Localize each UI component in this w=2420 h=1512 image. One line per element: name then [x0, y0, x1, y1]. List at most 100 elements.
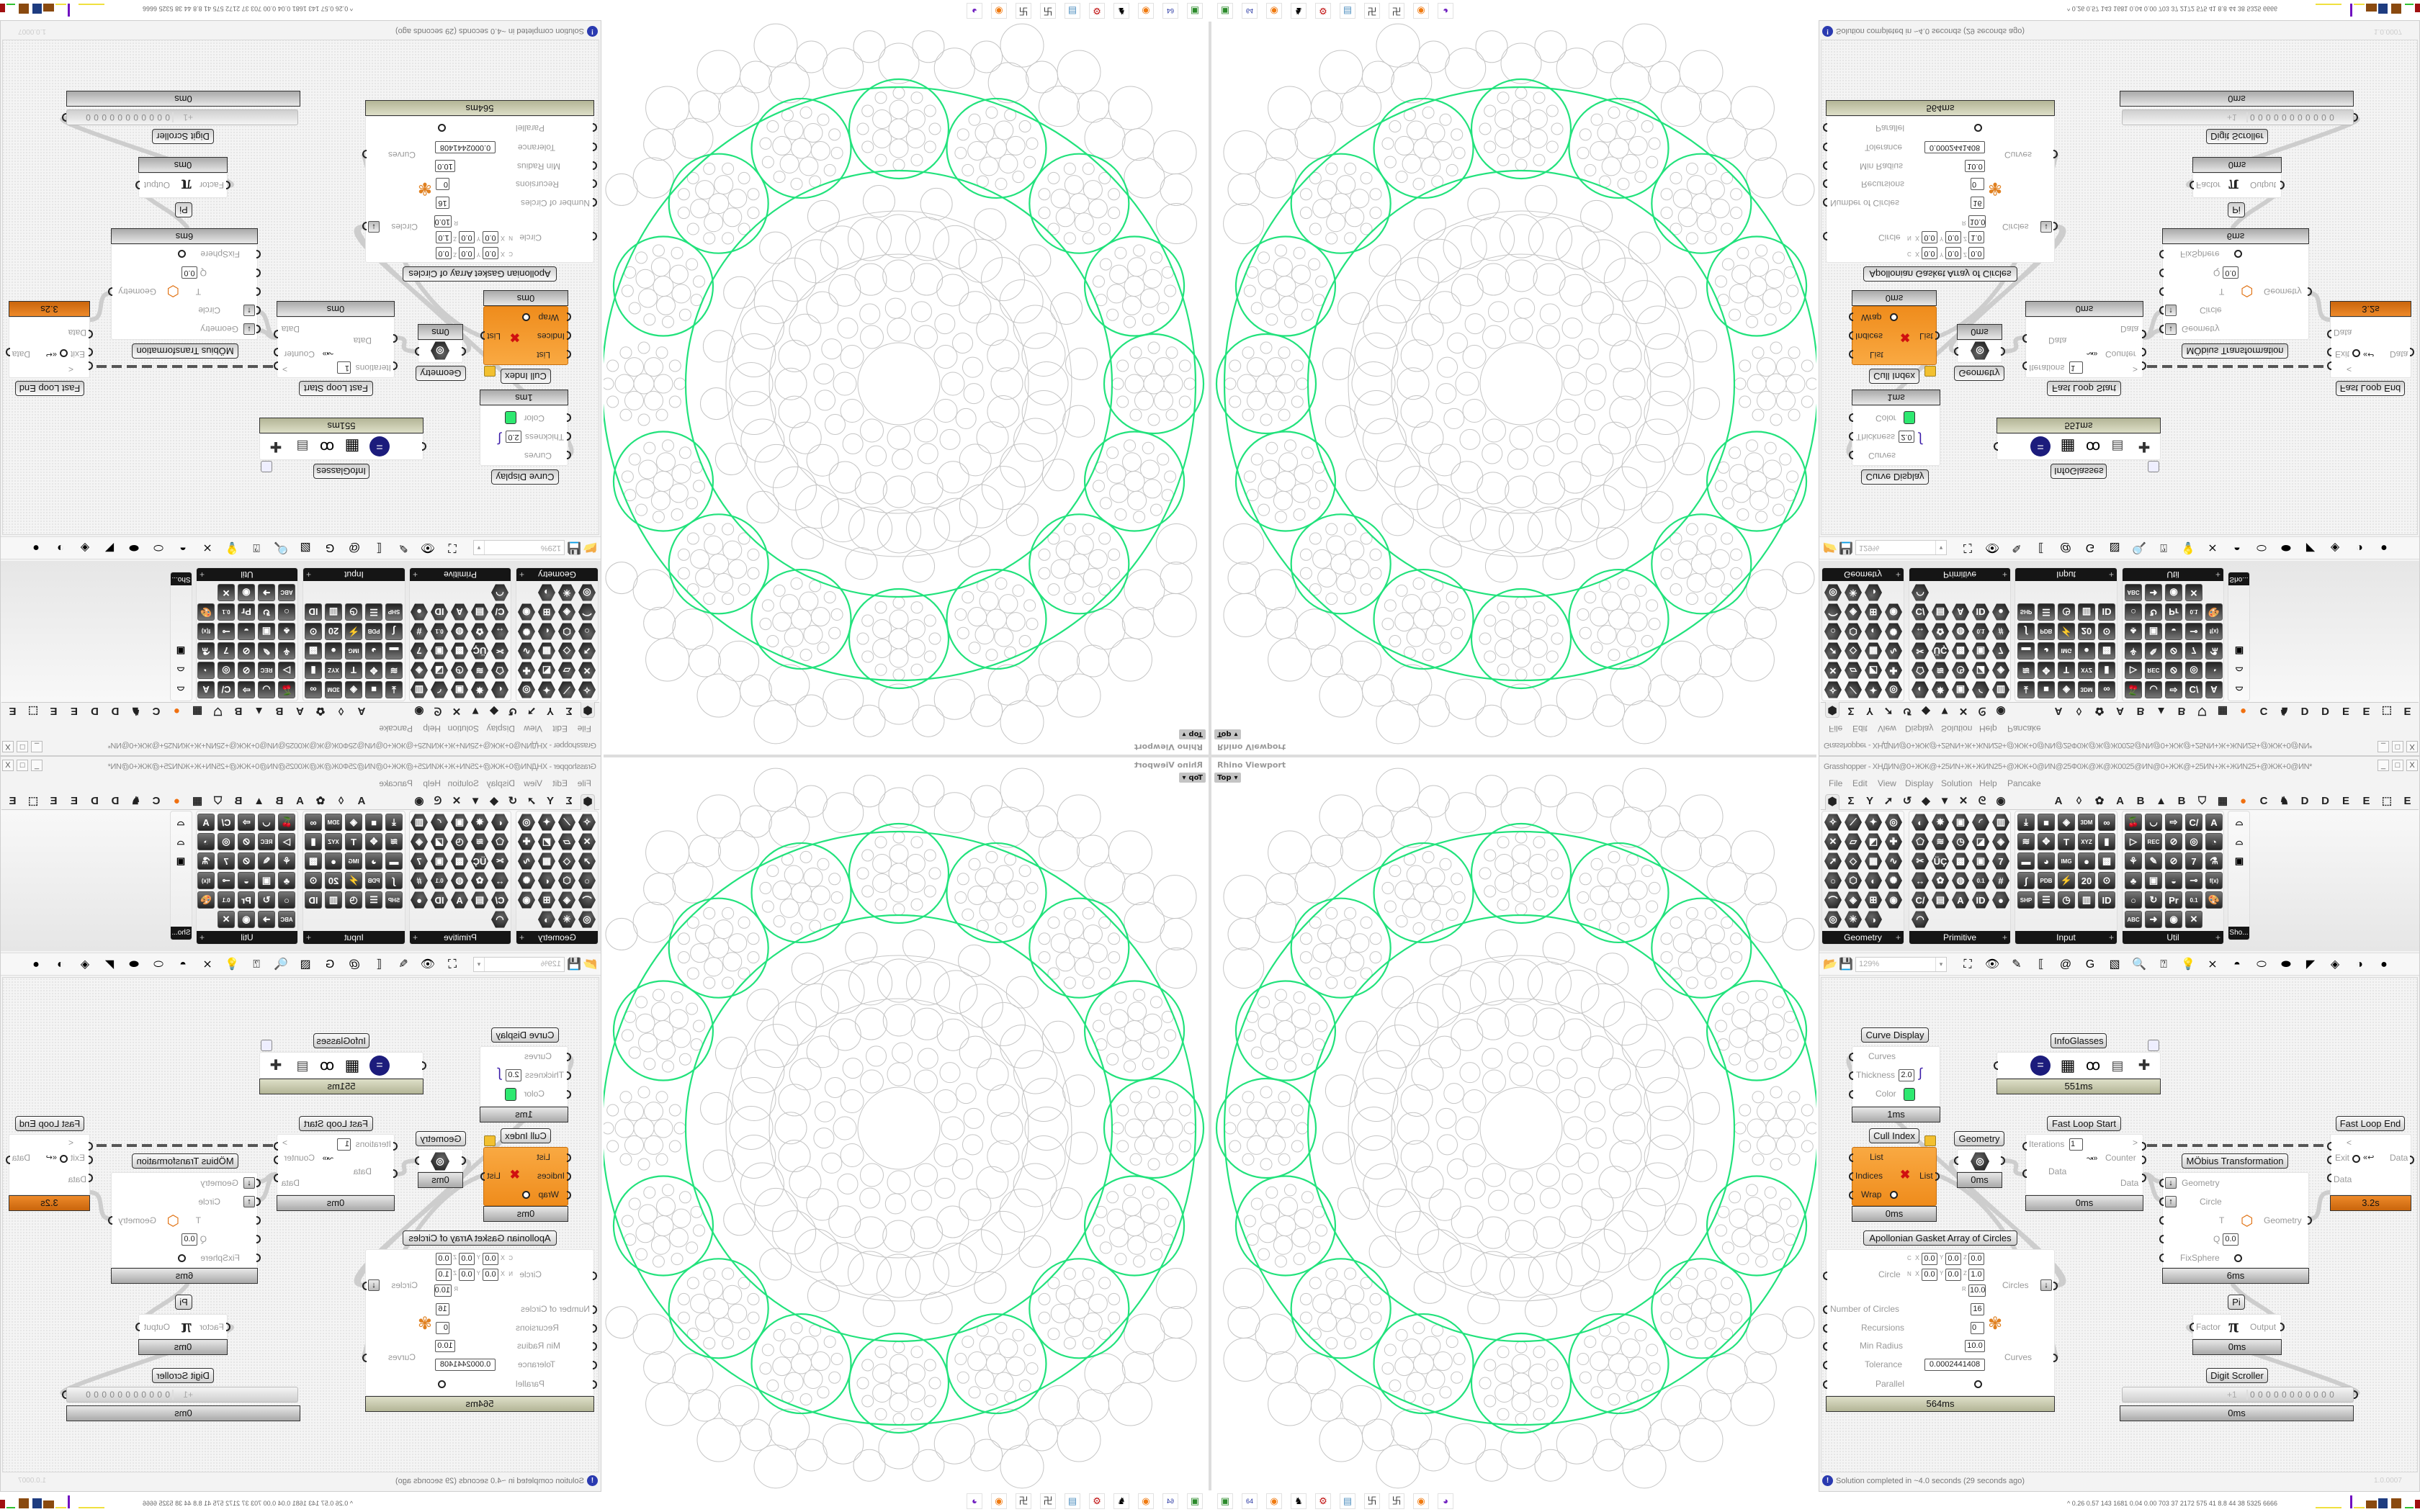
input-grip[interactable]: [1823, 1380, 1827, 1389]
output-grip[interactable]: [415, 1156, 419, 1165]
component-icon[interactable]: Pr: [2165, 891, 2182, 909]
expand-panel-icon[interactable]: +: [519, 570, 525, 580]
tab-flower[interactable]: ✿: [2094, 705, 2105, 717]
center-y-value[interactable]: 0.0: [1945, 1253, 1961, 1265]
component-icon[interactable]: ✕: [578, 833, 596, 850]
package-icon[interactable]: ⍰: [253, 541, 260, 554]
zoom-level-dropdown[interactable]: 129% ▾: [1855, 540, 1947, 555]
tab-sets[interactable]: Y: [547, 795, 555, 807]
component-icon[interactable]: ▱: [558, 833, 575, 850]
expand-panel-icon[interactable]: +: [2215, 932, 2220, 942]
selected-icon[interactable]: ◈: [80, 958, 90, 971]
sphere-half-icon[interactable]: ◑: [2356, 958, 2363, 971]
tab-e2[interactable]: E: [2362, 795, 2370, 807]
radius-value[interactable]: 10.0: [434, 1284, 452, 1297]
grasshopper-app-icon[interactable]: 卐: [1040, 3, 1056, 19]
digit-values[interactable]: 0 0 0 0 0 0 0 0 0 0 0: [2246, 1390, 2334, 1400]
component-icon[interactable]: ☰: [2038, 603, 2055, 621]
component-icon[interactable]: ➚: [578, 852, 596, 870]
component-icon[interactable]: ▤: [1932, 891, 1949, 909]
infoglasses-label[interactable]: InfoGlasses: [2051, 1033, 2107, 1048]
save-file-icon[interactable]: 💾: [567, 958, 581, 971]
fast-loop-start-component[interactable]: > Iterations 1 ↝» Counter Data Data: [274, 1134, 398, 1195]
geometry-param-component[interactable]: ◎: [415, 340, 466, 363]
input-grip[interactable]: [2159, 269, 2164, 277]
component-icon[interactable]: Pr: [2165, 603, 2182, 621]
tolerance-value[interactable]: 0.0002441408: [435, 1359, 496, 1371]
component-icon[interactable]: PDB: [365, 872, 382, 889]
firefox-icon[interactable]: ◉: [1138, 3, 1154, 19]
component-icon[interactable]: ▩: [2098, 642, 2115, 660]
sphere-icon[interactable]: ●: [2380, 958, 2388, 971]
component-icon[interactable]: ≋: [1932, 833, 1949, 850]
tab-vector[interactable]: ➚: [526, 795, 537, 807]
component-icon[interactable]: ▱: [1845, 662, 1862, 679]
tab-dotted-square[interactable]: ⬚: [2381, 795, 2393, 807]
component-icon[interactable]: ⬠: [491, 833, 508, 850]
at-icon[interactable]: @: [2059, 541, 2072, 554]
component-icon[interactable]: ◈: [1992, 662, 2009, 679]
input-grip[interactable]: [1849, 1172, 1853, 1181]
component-icon[interactable]: ☰: [2038, 891, 2055, 909]
ribbon-panel-footer[interactable]: Input +: [2015, 931, 2117, 944]
tab-a[interactable]: A: [2054, 705, 2063, 717]
component-icon[interactable]: ◈: [345, 681, 362, 698]
component-icon[interactable]: 🍒: [278, 681, 295, 698]
package-icon[interactable]: ⍰: [2160, 541, 2167, 554]
geometry-param-label[interactable]: Geometry: [1954, 1131, 2004, 1146]
component-icon[interactable]: ◐: [538, 872, 555, 889]
output-grip[interactable]: [6, 348, 10, 356]
component-icon[interactable]: ⌒: [578, 891, 596, 909]
component-icon[interactable]: ✚: [518, 662, 535, 679]
menu-view[interactable]: View: [1878, 778, 1896, 788]
firefox-2-icon[interactable]: ◉: [1413, 1493, 1429, 1509]
component-icon[interactable]: ◈: [1845, 603, 1862, 621]
component-icon[interactable]: 0.1: [2185, 603, 2202, 621]
component-icon[interactable]: ♣: [2125, 872, 2142, 889]
component-icon[interactable]: ◕: [365, 642, 382, 660]
component-icon[interactable]: ✳: [558, 911, 575, 928]
wireframe-icon[interactable]: ⬭: [2257, 541, 2267, 554]
output-grip[interactable]: [108, 1216, 112, 1225]
menu-file[interactable]: File: [1829, 724, 1843, 734]
input-grip[interactable]: [1954, 347, 1958, 356]
curve-display-component[interactable]: Curves Thickness 2.0 ∫ Color: [480, 1046, 571, 1107]
component-icon[interactable]: ⚡: [345, 872, 362, 889]
component-icon[interactable]: ◠: [491, 584, 508, 601]
number-of-circles-value[interactable]: 16: [1971, 197, 1984, 209]
component-icon[interactable]: ↔: [1912, 623, 1929, 640]
expand-panel-icon[interactable]: +: [1895, 932, 1901, 942]
component-icon[interactable]: ∫: [385, 623, 403, 640]
tab-maths[interactable]: Σ: [565, 795, 573, 807]
component-icon[interactable]: ✦: [538, 681, 555, 698]
expand-panel-icon[interactable]: +: [519, 932, 525, 942]
input-grip[interactable]: [1823, 1272, 1827, 1280]
output-grip[interactable]: [2410, 1156, 2414, 1164]
firefox-2-icon[interactable]: ◉: [991, 3, 1007, 19]
component-icon[interactable]: ◩: [1865, 662, 1882, 679]
input-grip[interactable]: [2327, 1142, 2331, 1151]
input-grip[interactable]: [1954, 1156, 1958, 1165]
component-icon[interactable]: ✂: [491, 852, 508, 870]
component-icon[interactable]: ∞: [305, 681, 322, 698]
ribbon-panel-footer[interactable]: Sho...: [2228, 572, 2249, 585]
iterations-value[interactable]: 1: [2069, 1138, 2083, 1151]
cull-index-component[interactable]: List Indices Wrap ✖ List: [480, 306, 571, 365]
component-icon[interactable]: ✂: [491, 642, 508, 660]
tab-terrain[interactable]: ▲: [2156, 795, 2166, 807]
expand-panel-icon[interactable]: +: [413, 932, 418, 942]
radius-value[interactable]: 10.0: [1968, 1284, 1986, 1297]
output-grip[interactable]: [362, 222, 367, 230]
menu-help[interactable]: Help: [1979, 778, 1997, 788]
component-icon[interactable]: ◉: [238, 584, 255, 601]
comment-bubble-icon[interactable]: [2148, 1040, 2159, 1051]
tab-d2[interactable]: D: [91, 795, 99, 807]
sphere-icon[interactable]: ●: [32, 541, 40, 554]
package-icon[interactable]: ⍰: [253, 958, 260, 971]
menu-help[interactable]: Help: [423, 778, 441, 788]
component-icon[interactable]: ◉: [2165, 584, 2182, 601]
fast-loop-end-label[interactable]: Fast Loop End: [15, 381, 84, 396]
input-grip[interactable]: [2159, 325, 2164, 333]
component-icon[interactable]: ■: [365, 681, 382, 698]
tab-sets[interactable]: Y: [1865, 705, 1873, 717]
